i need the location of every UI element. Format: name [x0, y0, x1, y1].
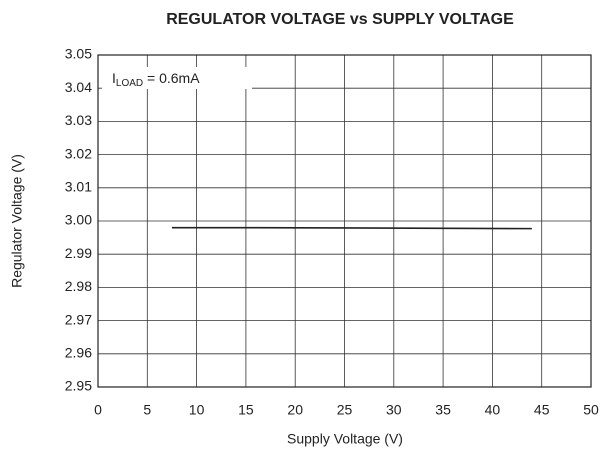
y-tick-label: 3.00: [65, 212, 92, 228]
x-tick-label: 50: [583, 402, 599, 418]
x-tick-label: 35: [435, 402, 451, 418]
annotation-symbol: I: [112, 70, 116, 86]
chart-title: REGULATOR VOLTAGE vs SUPPLY VOLTAGE: [166, 11, 514, 28]
x-tick-label: 15: [238, 402, 254, 418]
series-line: [171, 226, 532, 230]
y-axis-label: Regulator Voltage (V): [9, 154, 25, 288]
x-axis-label: Supply Voltage (V): [287, 431, 403, 447]
y-tick-label: 3.03: [65, 112, 92, 128]
y-tick-label: 3.05: [65, 46, 92, 62]
annotation: ILOAD = 0.6mA: [112, 70, 200, 89]
y-tick-label: 2.95: [65, 378, 92, 394]
x-tick-label: 30: [386, 402, 402, 418]
y-tick-label: 3.04: [65, 79, 92, 95]
y-tick-label: 3.02: [65, 145, 92, 161]
x-tick-label: 45: [534, 402, 550, 418]
y-tick-label: 2.98: [65, 278, 92, 294]
plot-frame: [97, 54, 592, 388]
x-tick-label: 20: [287, 402, 303, 418]
y-tick-label: 2.96: [65, 345, 92, 361]
annotation-subscript: LOAD: [116, 78, 143, 89]
annotation-box: [102, 67, 252, 89]
y-tick-label: 2.97: [65, 311, 92, 327]
x-tick-label: 10: [189, 402, 205, 418]
x-tick-label: 40: [485, 402, 501, 418]
y-tick-label: 3.01: [65, 179, 92, 195]
x-tick-label: 25: [337, 402, 353, 418]
x-tick-label: 5: [143, 402, 151, 418]
y-tick-label: 2.99: [65, 245, 92, 261]
annotation-text: = 0.6mA: [143, 70, 200, 86]
x-tick-label: 0: [94, 402, 102, 418]
